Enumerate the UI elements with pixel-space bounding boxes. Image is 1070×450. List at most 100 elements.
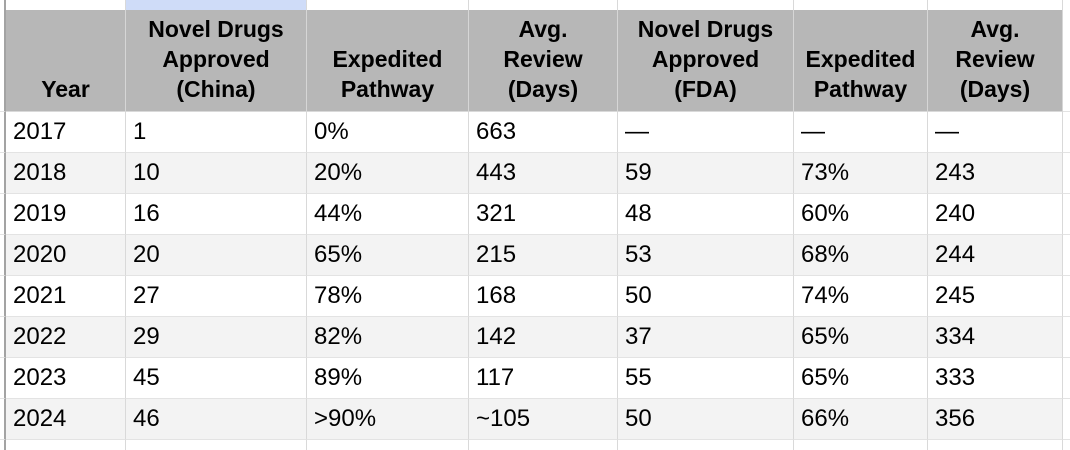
grid-margin-left [0, 112, 6, 153]
cell-china-novel-drugs-approved[interactable]: 10 [126, 153, 307, 194]
grid-cell-empty [794, 440, 928, 450]
cell-china-expedited-pathway[interactable]: 65% [307, 235, 469, 276]
cell-fda-avg-review-days[interactable]: 243 [928, 153, 1063, 194]
cell-fda-expedited-pathway[interactable]: 66% [794, 399, 928, 440]
cell-fda-avg-review-days[interactable]: 244 [928, 235, 1063, 276]
grid-cell-empty [618, 0, 794, 10]
header-cell-fda-novel-drugs-approved[interactable]: Novel Drugs Approved (FDA) [618, 10, 794, 112]
grid-margin-right [1063, 440, 1070, 450]
header-cell-fda-avg-review-days[interactable]: Avg. Review (Days) [928, 10, 1063, 112]
grid-cell-empty [126, 440, 307, 450]
grid-margin-right [1063, 399, 1070, 440]
grid-margin-right [1063, 153, 1070, 194]
grid-cell-empty [928, 0, 1063, 10]
grid-margin-left [0, 194, 6, 235]
cell-china-expedited-pathway[interactable]: 20% [307, 153, 469, 194]
grid-margin-right [1063, 317, 1070, 358]
grid-cell-empty [469, 440, 618, 450]
grid-margin-right [1063, 112, 1070, 153]
cell-fda-novel-drugs-approved[interactable]: 50 [618, 276, 794, 317]
table-body: 2017 1 0% 663— — —2018 10 20% 443 59 73% 243 2019 16 4… [0, 112, 1070, 440]
table-row-2019: 2019 16 44% 321 48 60% 240 [0, 194, 1070, 235]
selected-cell[interactable] [126, 0, 307, 10]
header-cell-year[interactable]: Year [6, 10, 126, 112]
cell-year[interactable]: 2024 [6, 399, 126, 440]
cell-fda-expedited-pathway[interactable]: 68% [794, 235, 928, 276]
cell-fda-novel-drugs-approved[interactable]: — [618, 112, 794, 153]
grid-margin-left [0, 235, 6, 276]
cell-fda-avg-review-days[interactable]: — [928, 112, 1063, 153]
cell-fda-avg-review-days[interactable]: 240 [928, 194, 1063, 235]
cell-fda-novel-drugs-approved[interactable]: 37 [618, 317, 794, 358]
table-row-2017: 2017 1 0% 663— — — [0, 112, 1070, 153]
cell-china-avg-review-days[interactable]: 443 [469, 153, 618, 194]
grid-cell-empty [469, 0, 618, 10]
grid-margin-right [1063, 0, 1070, 10]
cell-china-novel-drugs-approved[interactable]: 46 [126, 399, 307, 440]
cell-china-expedited-pathway[interactable]: 44% [307, 194, 469, 235]
cell-china-novel-drugs-approved[interactable]: 16 [126, 194, 307, 235]
grid-cell-empty [6, 0, 126, 10]
cell-fda-expedited-pathway[interactable]: 65% [794, 317, 928, 358]
cell-fda-avg-review-days[interactable]: 333 [928, 358, 1063, 399]
cell-fda-expedited-pathway[interactable]: — [794, 112, 928, 153]
cell-china-avg-review-days[interactable]: 142 [469, 317, 618, 358]
cell-year[interactable]: 2023 [6, 358, 126, 399]
grid-margin-left [0, 0, 6, 10]
cell-china-expedited-pathway[interactable]: >90% [307, 399, 469, 440]
cell-fda-expedited-pathway[interactable]: 65% [794, 358, 928, 399]
cell-china-avg-review-days[interactable]: 663 [469, 112, 618, 153]
partial-row-top [0, 0, 1070, 10]
cell-china-expedited-pathway[interactable]: 82% [307, 317, 469, 358]
grid-margin-left [0, 317, 6, 358]
cell-fda-novel-drugs-approved[interactable]: 55 [618, 358, 794, 399]
cell-fda-novel-drugs-approved[interactable]: 59 [618, 153, 794, 194]
table-row-2021: 2021 27 78% 168 50 74% 245 [0, 276, 1070, 317]
cell-year[interactable]: 2017 [6, 112, 126, 153]
cell-china-avg-review-days[interactable]: 321 [469, 194, 618, 235]
cell-china-expedited-pathway[interactable]: 0% [307, 112, 469, 153]
cell-fda-expedited-pathway[interactable]: 60% [794, 194, 928, 235]
grid-margin-left [0, 276, 6, 317]
grid-margin-right [1063, 358, 1070, 399]
cell-year[interactable]: 2021 [6, 276, 126, 317]
table-row-2023: 2023 45 89% 117 55 65% 333 [0, 358, 1070, 399]
grid-cell-empty [618, 440, 794, 450]
cell-china-expedited-pathway[interactable]: 89% [307, 358, 469, 399]
cell-fda-novel-drugs-approved[interactable]: 50 [618, 399, 794, 440]
table-row-2020: 2020 20 65% 215 53 68% 244 [0, 235, 1070, 276]
cell-year[interactable]: 2020 [6, 235, 126, 276]
cell-year[interactable]: 2018 [6, 153, 126, 194]
cell-fda-avg-review-days[interactable]: 356 [928, 399, 1063, 440]
cell-fda-novel-drugs-approved[interactable]: 53 [618, 235, 794, 276]
cell-china-novel-drugs-approved[interactable]: 45 [126, 358, 307, 399]
cell-fda-expedited-pathway[interactable]: 73% [794, 153, 928, 194]
header-cell-fda-expedited-pathway[interactable]: Expedited Pathway [794, 10, 928, 112]
grid-margin-right [1063, 276, 1070, 317]
cell-china-avg-review-days[interactable]: 117 [469, 358, 618, 399]
table-row-2018: 2018 10 20% 443 59 73% 243 [0, 153, 1070, 194]
cell-china-avg-review-days[interactable]: 215 [469, 235, 618, 276]
cell-china-novel-drugs-approved[interactable]: 1 [126, 112, 307, 153]
table-row-2024: 2024 46 >90% ~105 50 66% 356 [0, 399, 1070, 440]
cell-year[interactable]: 2019 [6, 194, 126, 235]
header-cell-china-novel-drugs-approved[interactable]: Novel Drugs Approved (China) [126, 10, 307, 112]
grid-margin-right [1063, 235, 1070, 276]
cell-china-avg-review-days[interactable]: ~105 [469, 399, 618, 440]
cell-china-novel-drugs-approved[interactable]: 29 [126, 317, 307, 358]
cell-fda-avg-review-days[interactable]: 334 [928, 317, 1063, 358]
header-cell-china-avg-review-days[interactable]: Avg. Review (Days) [469, 10, 618, 112]
cell-year[interactable]: 2022 [6, 317, 126, 358]
cell-china-avg-review-days[interactable]: 168 [469, 276, 618, 317]
cell-china-novel-drugs-approved[interactable]: 20 [126, 235, 307, 276]
cell-china-expedited-pathway[interactable]: 78% [307, 276, 469, 317]
cell-china-novel-drugs-approved[interactable]: 27 [126, 276, 307, 317]
grid-margin-right [1063, 10, 1070, 112]
cell-fda-avg-review-days[interactable]: 245 [928, 276, 1063, 317]
cell-fda-expedited-pathway[interactable]: 74% [794, 276, 928, 317]
table-row-2022: 2022 29 82% 142 37 65% 334 [0, 317, 1070, 358]
cell-fda-novel-drugs-approved[interactable]: 48 [618, 194, 794, 235]
header-cell-china-expedited-pathway[interactable]: Expedited Pathway [307, 10, 469, 112]
partial-row-bottom [0, 440, 1070, 450]
